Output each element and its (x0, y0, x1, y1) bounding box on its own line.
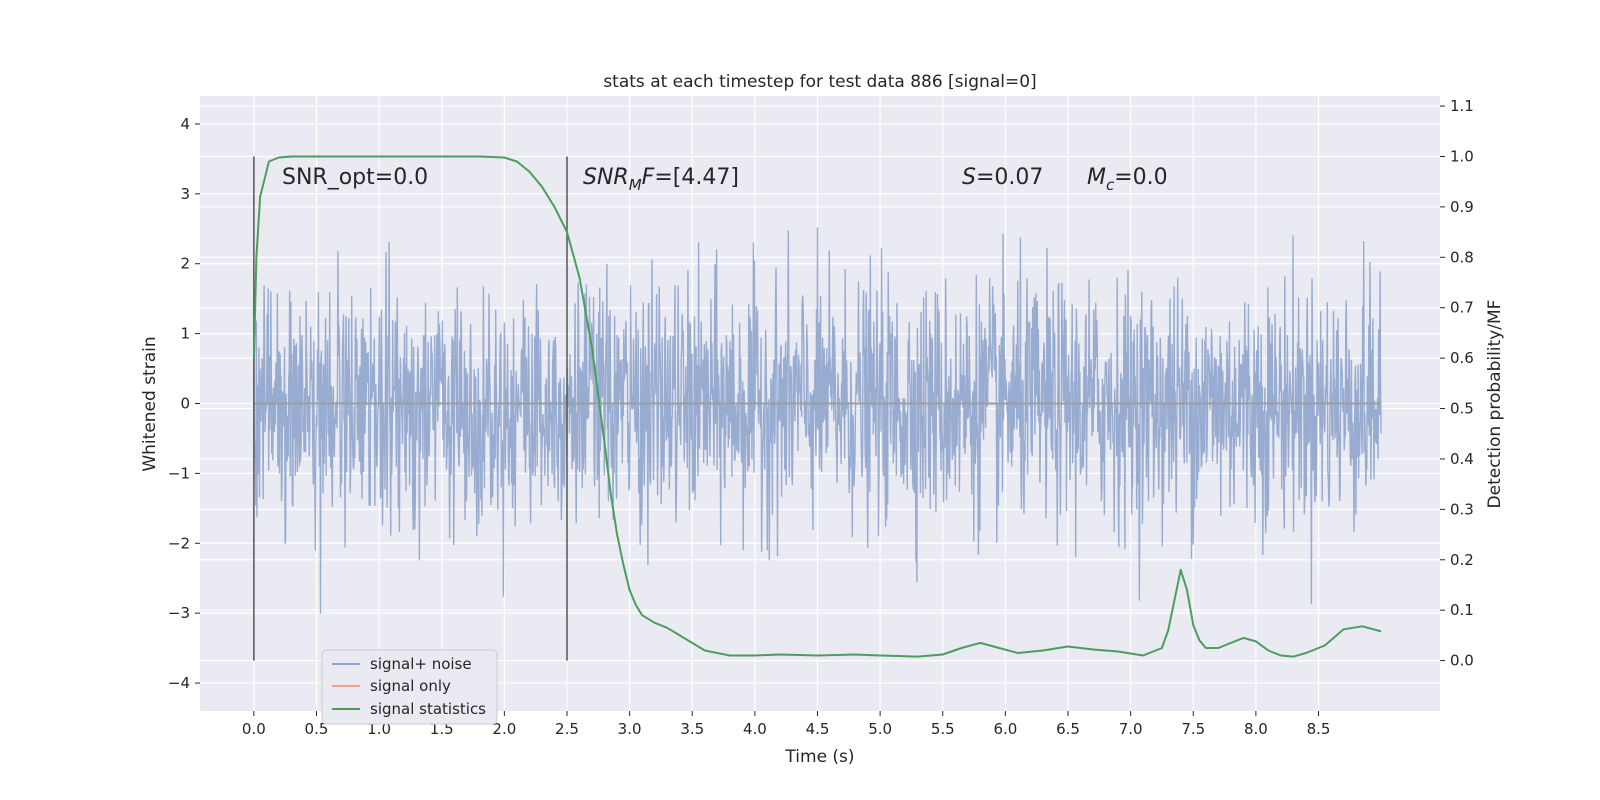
annotation-mc-value: =0.0 (1114, 165, 1167, 190)
y2-tick-label: 0.2 (1450, 551, 1474, 569)
y-tick-label: −3 (168, 604, 190, 622)
annotation-s-var: S (962, 165, 976, 190)
x-tick-label: 2.5 (555, 720, 579, 738)
legend: signal+ noise signal only signal statist… (321, 649, 498, 725)
annotation-snr-mf-main: SNR (583, 165, 629, 190)
annotation-mc: Mc=0.0 (1087, 165, 1168, 194)
x-tick-label: 8.0 (1244, 720, 1268, 738)
annotation-snr-mf: SNRMF=[4.47] (583, 165, 739, 194)
series-signal-statistics (252, 155, 1382, 658)
x-tick-label: 6.0 (993, 720, 1017, 738)
y2-tick-label: 1.0 (1450, 147, 1474, 165)
annotation-snr-mf-f: F (642, 165, 655, 190)
legend-label-stats: signal statistics (370, 700, 486, 718)
y2-tick-label: 0.8 (1450, 248, 1474, 266)
annotation-s: S=0.07 (962, 165, 1043, 190)
annotation-snr-mf-value: =[4.47] (654, 165, 739, 190)
x-tick-label: 4.5 (806, 720, 830, 738)
y-tick-label: −4 (168, 674, 190, 692)
x-tick-label: 3.5 (680, 720, 704, 738)
annotation-mc-var: M (1087, 165, 1106, 190)
x-axis-label: Time (s) (784, 747, 854, 767)
noise-series (253, 227, 1382, 614)
x-tick-label: 5.0 (868, 720, 892, 738)
y-tick-label: 0 (180, 395, 190, 413)
annotation-snr-mf-sub: M (629, 176, 642, 194)
annotation-mc-sub: c (1106, 176, 1115, 194)
y2-tick-label: 0.0 (1450, 652, 1474, 670)
y2-tick-label: 0.6 (1450, 349, 1474, 367)
y-tick-labels: 4 3 2 1 0 −1 −2 −3 −4 (168, 115, 200, 692)
x-tick-label: 8.5 (1307, 720, 1331, 738)
legend-box (321, 649, 498, 725)
legend-label-signal: signal only (370, 677, 451, 695)
x-tick-label: 2.0 (492, 720, 516, 738)
x-tick-label: 6.5 (1056, 720, 1080, 738)
x-tick-labels: 0.0 0.5 1.0 1.5 2.0 2.5 3.0 3.5 4.0 4.5 5.0 5.5 6.0 6… (242, 711, 1331, 738)
y-tick-label: 2 (180, 255, 190, 273)
y-axis-label: Whitened strain (140, 336, 160, 471)
vertical-markers (253, 156, 568, 661)
y2-tick-label: 0.7 (1450, 299, 1474, 317)
y-tick-label: 4 (180, 115, 190, 133)
x-tick-label: 7.5 (1181, 720, 1205, 738)
y2-tick-label: 0.9 (1450, 198, 1474, 216)
y2-tick-label: 0.4 (1450, 450, 1474, 468)
y2-tick-label: 0.5 (1450, 400, 1474, 418)
x-tick-label: 4.0 (743, 720, 767, 738)
x-tick-label: 0.5 (305, 720, 329, 738)
y2-tick-labels: 1.1 1.0 0.9 0.8 0.7 0.6 0.5 0.4 0.3 0.2 0.1 0.0 (1440, 97, 1474, 670)
annotation-snr-opt: SNR_opt=0.0 (282, 165, 428, 190)
x-tick-label: 0.0 (242, 720, 266, 738)
y2-tick-label: 0.1 (1450, 601, 1474, 619)
y-tick-label: −1 (168, 464, 190, 482)
x-tick-label: 3.0 (618, 720, 642, 738)
y2-tick-label: 1.1 (1450, 97, 1474, 115)
annotation-s-value: =0.07 (976, 165, 1043, 190)
x-tick-label: 7.0 (1119, 720, 1143, 738)
y-tick-label: 3 (180, 185, 190, 203)
x-tick-label: 5.5 (931, 720, 955, 738)
y2-tick-label: 0.3 (1450, 500, 1474, 518)
statistics-series (252, 155, 1382, 658)
y-tick-label: 1 (180, 325, 190, 343)
y2-axis-label: Detection probability/MF (1485, 300, 1505, 509)
chart-title: stats at each timestep for test data 886… (603, 72, 1036, 92)
legend-label-noise: signal+ noise (370, 655, 472, 673)
y-tick-label: −2 (168, 534, 190, 552)
series-signal-noise (253, 227, 1382, 614)
